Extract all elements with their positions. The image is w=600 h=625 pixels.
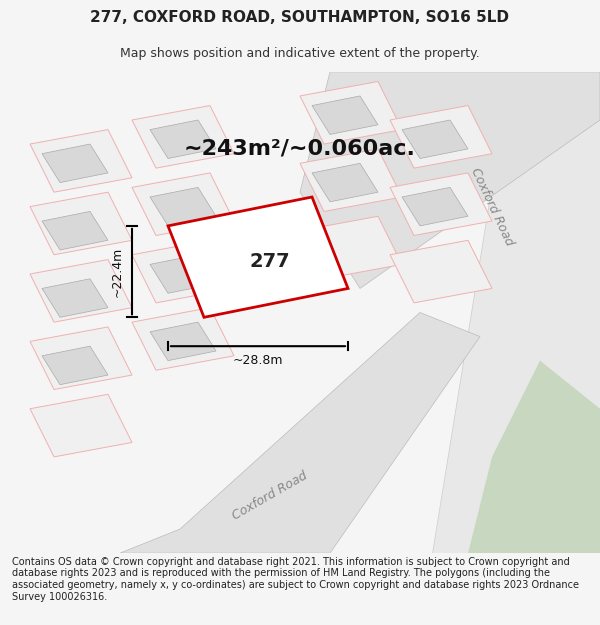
Polygon shape <box>300 81 402 144</box>
Polygon shape <box>390 106 492 168</box>
Polygon shape <box>432 72 600 553</box>
Polygon shape <box>390 173 492 236</box>
Polygon shape <box>300 149 402 211</box>
Polygon shape <box>312 96 378 134</box>
Polygon shape <box>390 240 492 303</box>
Polygon shape <box>132 106 234 168</box>
Polygon shape <box>42 211 108 250</box>
Polygon shape <box>300 72 600 289</box>
Polygon shape <box>42 144 108 182</box>
Polygon shape <box>150 255 216 293</box>
Text: ~22.4m: ~22.4m <box>110 246 124 297</box>
Polygon shape <box>30 129 132 192</box>
Polygon shape <box>120 312 480 553</box>
Polygon shape <box>300 216 402 279</box>
Polygon shape <box>42 346 108 384</box>
Polygon shape <box>168 197 348 318</box>
Text: Coxford Road: Coxford Road <box>468 166 516 248</box>
Text: ~28.8m: ~28.8m <box>233 354 283 367</box>
Polygon shape <box>402 188 468 226</box>
Polygon shape <box>132 173 234 236</box>
Text: 277, COXFORD ROAD, SOUTHAMPTON, SO16 5LD: 277, COXFORD ROAD, SOUTHAMPTON, SO16 5LD <box>91 11 509 26</box>
Polygon shape <box>132 308 234 370</box>
Text: ~243m²/~0.060ac.: ~243m²/~0.060ac. <box>184 139 416 159</box>
Polygon shape <box>468 361 600 553</box>
Text: Map shows position and indicative extent of the property.: Map shows position and indicative extent… <box>120 48 480 61</box>
Text: 277: 277 <box>250 253 290 271</box>
Polygon shape <box>132 240 234 303</box>
Polygon shape <box>150 188 216 226</box>
Polygon shape <box>30 327 132 389</box>
Text: Coxford Road: Coxford Road <box>230 469 310 522</box>
Text: Contains OS data © Crown copyright and database right 2021. This information is : Contains OS data © Crown copyright and d… <box>12 557 579 601</box>
Polygon shape <box>150 322 216 361</box>
Polygon shape <box>30 394 132 457</box>
Polygon shape <box>150 120 216 159</box>
Polygon shape <box>402 120 468 159</box>
Polygon shape <box>30 259 132 322</box>
Polygon shape <box>42 279 108 318</box>
Polygon shape <box>30 192 132 255</box>
Polygon shape <box>312 163 378 202</box>
